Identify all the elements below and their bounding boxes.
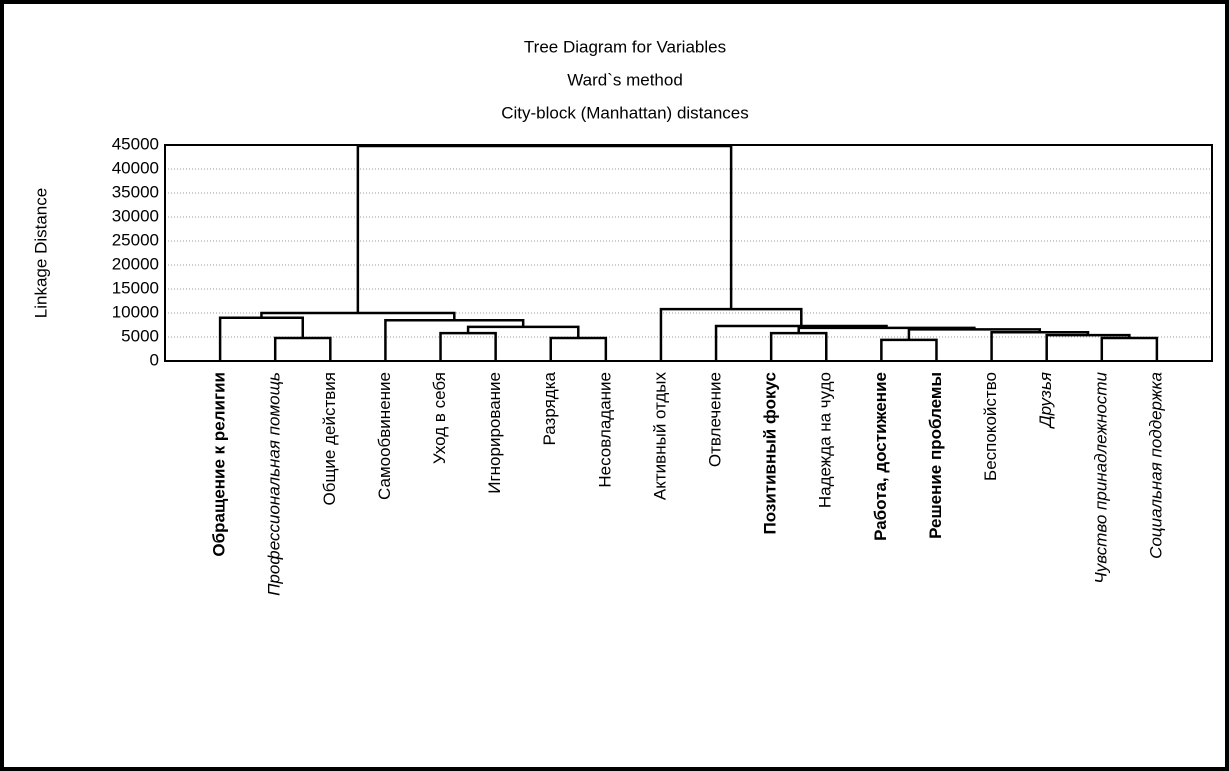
y-tick-label: 15000 <box>112 278 159 297</box>
y-tick-label: 0 <box>150 350 159 369</box>
y-tick-label: 25000 <box>112 230 159 249</box>
y-tick-label: 10000 <box>112 302 159 321</box>
leaf-label: Несовладание <box>595 372 614 488</box>
leaf-label: Друзья <box>1036 372 1055 429</box>
y-tick-label: 30000 <box>112 206 159 225</box>
leaf-label: Игнорирование <box>485 372 504 494</box>
leaf-label: Самообвинение <box>375 372 394 500</box>
y-tick-label: 45000 <box>112 134 159 153</box>
y-tick-label: 35000 <box>112 182 159 201</box>
leaf-label: Работа, достижение <box>871 372 890 541</box>
y-tick-label: 5000 <box>121 326 159 345</box>
leaf-label: Чувство принадлежности <box>1091 371 1110 583</box>
y-axis-label: Linkage Distance <box>31 188 50 318</box>
dendrogram-link <box>356 144 733 313</box>
leaf-label: Позитивный фокус <box>761 372 780 535</box>
leaf-label: Активный отдых <box>650 372 669 501</box>
leaf-label: Уход в себя <box>430 372 449 464</box>
leaf-label: Отвлечение <box>706 372 725 467</box>
leaf-label: Профессиональная помощь <box>265 372 284 596</box>
chart-title: Tree Diagram for Variables <box>524 37 726 56</box>
leaf-label: Надежда на чудо <box>816 372 835 508</box>
leaf-label: Разрядка <box>540 371 559 445</box>
leaf-label: Решение проблемы <box>926 372 945 539</box>
leaf-label: Социальная поддержка <box>1146 372 1165 559</box>
leaf-label: Общие действия <box>320 372 339 506</box>
y-tick-label: 40000 <box>112 158 159 177</box>
leaf-label: Обращение к религии <box>210 372 229 557</box>
chart-subtitle: Ward`s method <box>567 70 683 89</box>
chart-subtitle: City-block (Manhattan) distances <box>501 103 749 122</box>
leaf-label: Беспокойство <box>981 372 1000 481</box>
y-tick-label: 20000 <box>112 254 159 273</box>
